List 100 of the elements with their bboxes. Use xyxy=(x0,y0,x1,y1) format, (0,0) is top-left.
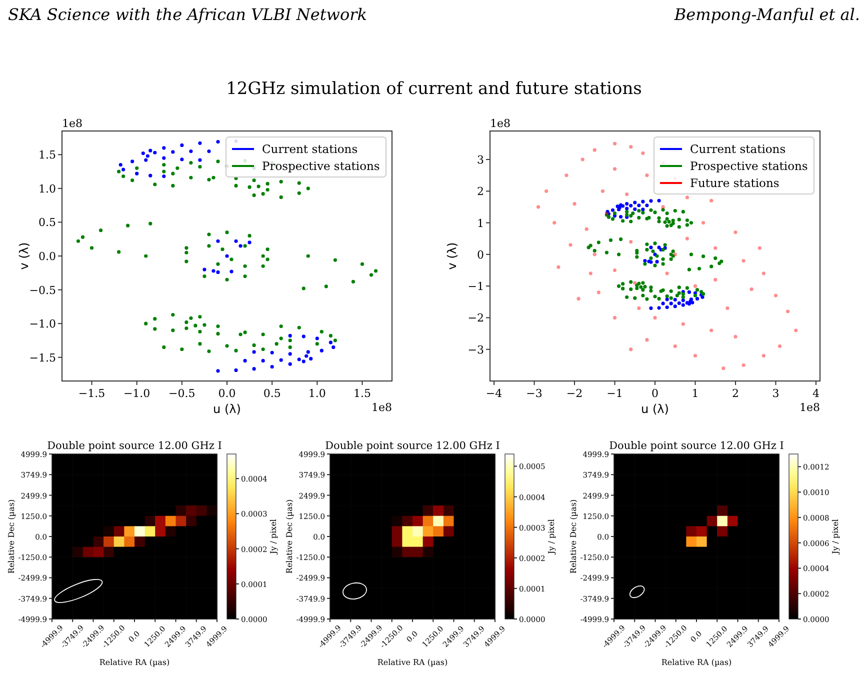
legend-label: Prospective stations xyxy=(262,159,380,173)
point xyxy=(685,196,689,200)
point xyxy=(302,334,306,338)
point xyxy=(568,243,572,247)
legend-label: Current stations xyxy=(690,142,786,156)
x-axis-title: Relative RA (µas) xyxy=(99,658,170,667)
point xyxy=(661,205,665,209)
point xyxy=(572,202,576,206)
point xyxy=(657,306,661,310)
point xyxy=(681,303,685,307)
point xyxy=(122,168,126,172)
point xyxy=(162,156,166,160)
point xyxy=(641,151,645,155)
point xyxy=(762,272,766,276)
point xyxy=(592,252,596,256)
point xyxy=(641,200,645,204)
point xyxy=(786,310,790,314)
point xyxy=(216,140,220,144)
y-axis-title: Relative Dec (µas) xyxy=(7,499,16,574)
point xyxy=(588,272,592,276)
point xyxy=(687,290,692,294)
point xyxy=(629,204,633,208)
point xyxy=(596,290,600,294)
point xyxy=(649,306,653,310)
x-tick-label: 4 xyxy=(812,387,820,400)
point xyxy=(612,316,617,320)
point xyxy=(153,150,157,154)
point xyxy=(633,281,637,285)
text: Bempong-Manful et al. xyxy=(673,5,860,24)
point xyxy=(645,204,649,208)
point xyxy=(556,265,560,269)
point xyxy=(564,174,568,178)
x-tick-label: −1 xyxy=(606,387,623,400)
legend-label: Current stations xyxy=(262,142,358,156)
point xyxy=(252,350,256,354)
point xyxy=(681,322,685,326)
point xyxy=(162,174,166,178)
point xyxy=(309,356,313,361)
y-tick-label: 2 xyxy=(477,185,484,198)
point xyxy=(742,363,746,367)
y-tick-label: 1 xyxy=(477,216,484,230)
y-axis-title: v (λ) xyxy=(445,242,459,270)
text: 12GHz simulation of current and future stations xyxy=(226,79,642,99)
y-tick-label: 0.5 xyxy=(38,216,56,230)
point xyxy=(580,158,584,162)
y-tick-label: −1.5 xyxy=(29,351,56,364)
point xyxy=(673,304,677,308)
point xyxy=(665,305,669,310)
point xyxy=(212,269,216,273)
point xyxy=(637,306,641,310)
point xyxy=(629,240,633,244)
point xyxy=(576,296,580,301)
point xyxy=(758,246,762,250)
point xyxy=(625,192,629,196)
point xyxy=(216,270,220,274)
point xyxy=(234,368,238,372)
point xyxy=(216,239,220,243)
point xyxy=(722,366,726,370)
point xyxy=(304,354,308,358)
point xyxy=(633,207,637,211)
point xyxy=(645,338,649,342)
point xyxy=(693,284,698,288)
point xyxy=(612,167,617,171)
point xyxy=(288,352,292,356)
x-axis-title: u (λ) xyxy=(213,402,241,416)
point xyxy=(669,302,673,306)
x-axis-title: u (λ) xyxy=(641,402,669,416)
y-axis-title: v (λ) xyxy=(17,242,31,270)
point xyxy=(734,230,738,234)
point xyxy=(685,236,689,240)
point xyxy=(610,208,615,212)
point xyxy=(230,270,234,274)
point xyxy=(180,158,184,162)
x-axis-title: Relative RA (µas) xyxy=(661,658,732,667)
point xyxy=(600,189,604,193)
point xyxy=(657,198,661,202)
point xyxy=(673,344,677,348)
point xyxy=(734,334,738,338)
point xyxy=(171,150,175,154)
point xyxy=(655,260,659,264)
point xyxy=(198,158,202,162)
x-tick-label: 0.0 xyxy=(218,387,236,400)
point xyxy=(202,268,206,272)
y-tick-label: 0 xyxy=(477,248,484,262)
point xyxy=(665,298,669,302)
text: 1e8 xyxy=(490,117,511,130)
point xyxy=(118,162,122,167)
point xyxy=(306,350,310,354)
point xyxy=(198,141,202,145)
legend-label: Prospective stations xyxy=(690,159,808,173)
point xyxy=(328,340,332,344)
point xyxy=(695,296,700,301)
point xyxy=(144,158,148,162)
point xyxy=(584,227,588,231)
x-tick-label: 2 xyxy=(732,387,739,400)
color-bar-title: Jy / pixel xyxy=(547,518,556,555)
point xyxy=(243,358,247,363)
legend-label: Future stations xyxy=(690,176,780,190)
point xyxy=(252,367,256,371)
chart-title: Double point source 12.00 GHz I xyxy=(325,440,500,452)
